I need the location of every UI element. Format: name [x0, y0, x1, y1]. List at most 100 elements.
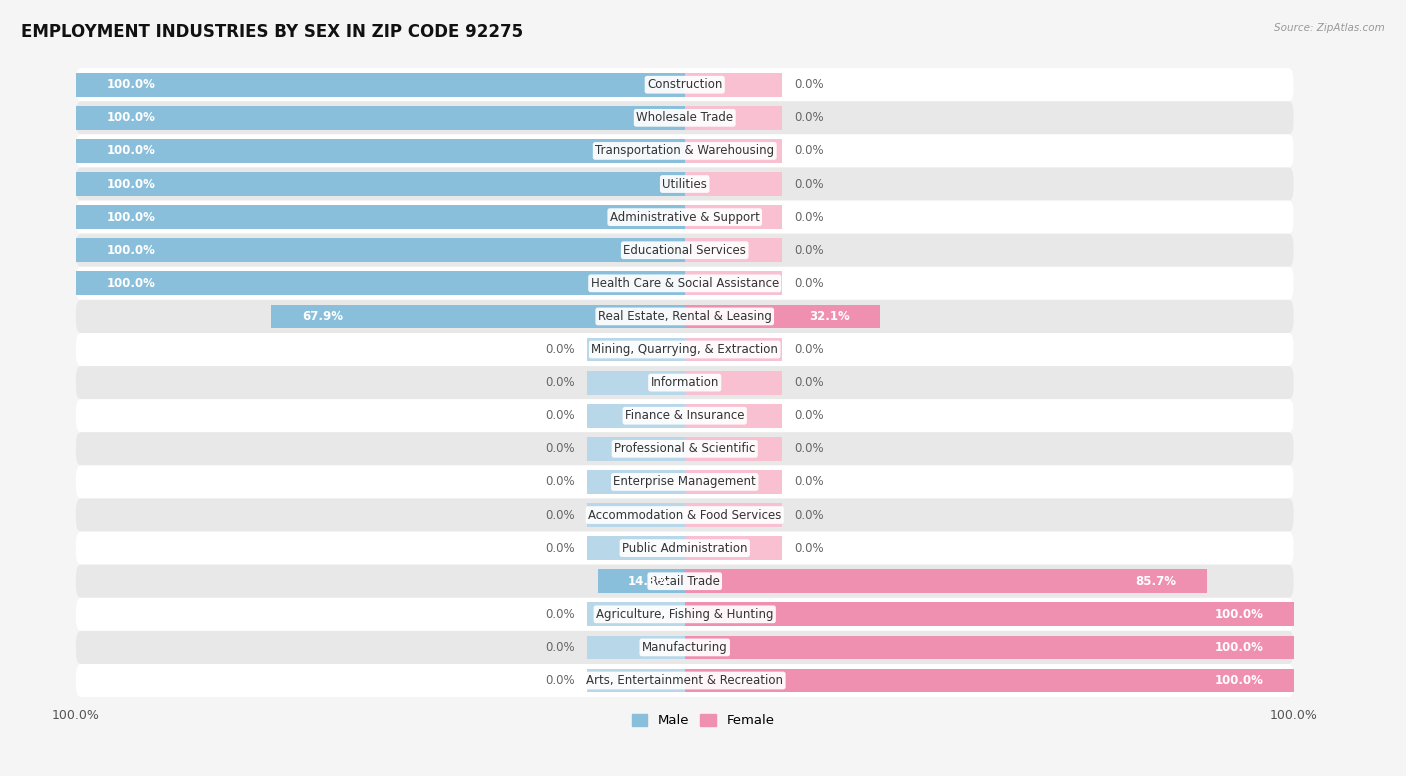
- FancyBboxPatch shape: [76, 234, 1294, 267]
- Bar: [685, 536, 782, 560]
- Bar: [685, 602, 1294, 626]
- FancyBboxPatch shape: [76, 333, 1294, 366]
- Text: Retail Trade: Retail Trade: [650, 575, 720, 587]
- FancyBboxPatch shape: [76, 565, 1294, 598]
- Text: 0.0%: 0.0%: [794, 508, 824, 521]
- Text: 0.0%: 0.0%: [546, 508, 575, 521]
- Bar: [685, 503, 782, 527]
- Text: 100.0%: 100.0%: [107, 244, 155, 257]
- FancyBboxPatch shape: [76, 598, 1294, 631]
- Text: 100.0%: 100.0%: [107, 210, 155, 223]
- Text: 0.0%: 0.0%: [546, 376, 575, 389]
- Text: Health Care & Social Assistance: Health Care & Social Assistance: [591, 277, 779, 289]
- Bar: [588, 404, 685, 428]
- Bar: [685, 172, 782, 196]
- Bar: [685, 338, 782, 362]
- Text: 0.0%: 0.0%: [794, 144, 824, 158]
- Text: Mining, Quarrying, & Extraction: Mining, Quarrying, & Extraction: [592, 343, 778, 356]
- Text: 100.0%: 100.0%: [107, 78, 155, 92]
- Bar: [685, 404, 782, 428]
- Text: 100.0%: 100.0%: [107, 144, 155, 158]
- Text: 0.0%: 0.0%: [794, 277, 824, 289]
- Text: Administrative & Support: Administrative & Support: [610, 210, 759, 223]
- Text: Public Administration: Public Administration: [621, 542, 748, 555]
- Text: Accommodation & Food Services: Accommodation & Food Services: [588, 508, 782, 521]
- Bar: [685, 272, 782, 295]
- Bar: [588, 602, 685, 626]
- Text: 0.0%: 0.0%: [794, 442, 824, 456]
- Bar: [685, 205, 782, 229]
- Bar: [271, 304, 685, 328]
- FancyBboxPatch shape: [76, 68, 1294, 102]
- Text: 0.0%: 0.0%: [546, 442, 575, 456]
- Text: Utilities: Utilities: [662, 178, 707, 191]
- Bar: [76, 238, 685, 262]
- Text: 100.0%: 100.0%: [1215, 641, 1263, 654]
- FancyBboxPatch shape: [76, 200, 1294, 234]
- Bar: [76, 172, 685, 196]
- Text: 100.0%: 100.0%: [107, 178, 155, 191]
- FancyBboxPatch shape: [76, 631, 1294, 664]
- Text: 85.7%: 85.7%: [1135, 575, 1175, 587]
- Bar: [588, 669, 685, 692]
- FancyBboxPatch shape: [76, 168, 1294, 200]
- FancyBboxPatch shape: [76, 532, 1294, 565]
- Bar: [598, 570, 685, 593]
- Bar: [685, 570, 1206, 593]
- Bar: [588, 470, 685, 494]
- Bar: [685, 73, 782, 97]
- FancyBboxPatch shape: [76, 399, 1294, 432]
- Bar: [76, 106, 685, 130]
- Text: 0.0%: 0.0%: [794, 244, 824, 257]
- Text: Educational Services: Educational Services: [623, 244, 747, 257]
- Text: Real Estate, Rental & Leasing: Real Estate, Rental & Leasing: [598, 310, 772, 323]
- Text: 0.0%: 0.0%: [546, 542, 575, 555]
- FancyBboxPatch shape: [76, 664, 1294, 697]
- FancyBboxPatch shape: [76, 102, 1294, 134]
- Text: 0.0%: 0.0%: [794, 210, 824, 223]
- Text: 100.0%: 100.0%: [107, 111, 155, 124]
- Text: 0.0%: 0.0%: [546, 608, 575, 621]
- Text: 0.0%: 0.0%: [794, 542, 824, 555]
- Text: 0.0%: 0.0%: [794, 78, 824, 92]
- Text: 0.0%: 0.0%: [794, 409, 824, 422]
- Bar: [76, 73, 685, 97]
- Legend: Male, Female: Male, Female: [626, 708, 780, 733]
- FancyBboxPatch shape: [76, 134, 1294, 168]
- Bar: [588, 338, 685, 362]
- Text: Construction: Construction: [647, 78, 723, 92]
- Text: 0.0%: 0.0%: [546, 343, 575, 356]
- Text: Information: Information: [651, 376, 718, 389]
- Bar: [588, 636, 685, 660]
- Text: 67.9%: 67.9%: [302, 310, 343, 323]
- Text: Agriculture, Fishing & Hunting: Agriculture, Fishing & Hunting: [596, 608, 773, 621]
- Text: 0.0%: 0.0%: [794, 111, 824, 124]
- Text: 100.0%: 100.0%: [1215, 608, 1263, 621]
- Text: Professional & Scientific: Professional & Scientific: [614, 442, 755, 456]
- Bar: [685, 371, 782, 394]
- Bar: [588, 503, 685, 527]
- Text: 0.0%: 0.0%: [546, 674, 575, 687]
- Bar: [685, 238, 782, 262]
- FancyBboxPatch shape: [76, 466, 1294, 498]
- Bar: [685, 437, 782, 461]
- Bar: [588, 536, 685, 560]
- FancyBboxPatch shape: [76, 432, 1294, 466]
- Text: Transportation & Warehousing: Transportation & Warehousing: [595, 144, 775, 158]
- Text: Wholesale Trade: Wholesale Trade: [636, 111, 734, 124]
- FancyBboxPatch shape: [76, 498, 1294, 532]
- Text: 0.0%: 0.0%: [546, 476, 575, 488]
- FancyBboxPatch shape: [76, 300, 1294, 333]
- Text: 0.0%: 0.0%: [546, 641, 575, 654]
- Text: 0.0%: 0.0%: [794, 343, 824, 356]
- Bar: [685, 106, 782, 130]
- Text: 14.3%: 14.3%: [628, 575, 669, 587]
- Text: Enterprise Management: Enterprise Management: [613, 476, 756, 488]
- Text: EMPLOYMENT INDUSTRIES BY SEX IN ZIP CODE 92275: EMPLOYMENT INDUSTRIES BY SEX IN ZIP CODE…: [21, 23, 523, 41]
- Bar: [588, 371, 685, 394]
- Bar: [685, 139, 782, 163]
- Bar: [76, 139, 685, 163]
- Bar: [685, 669, 1294, 692]
- FancyBboxPatch shape: [76, 267, 1294, 300]
- Text: Source: ZipAtlas.com: Source: ZipAtlas.com: [1274, 23, 1385, 33]
